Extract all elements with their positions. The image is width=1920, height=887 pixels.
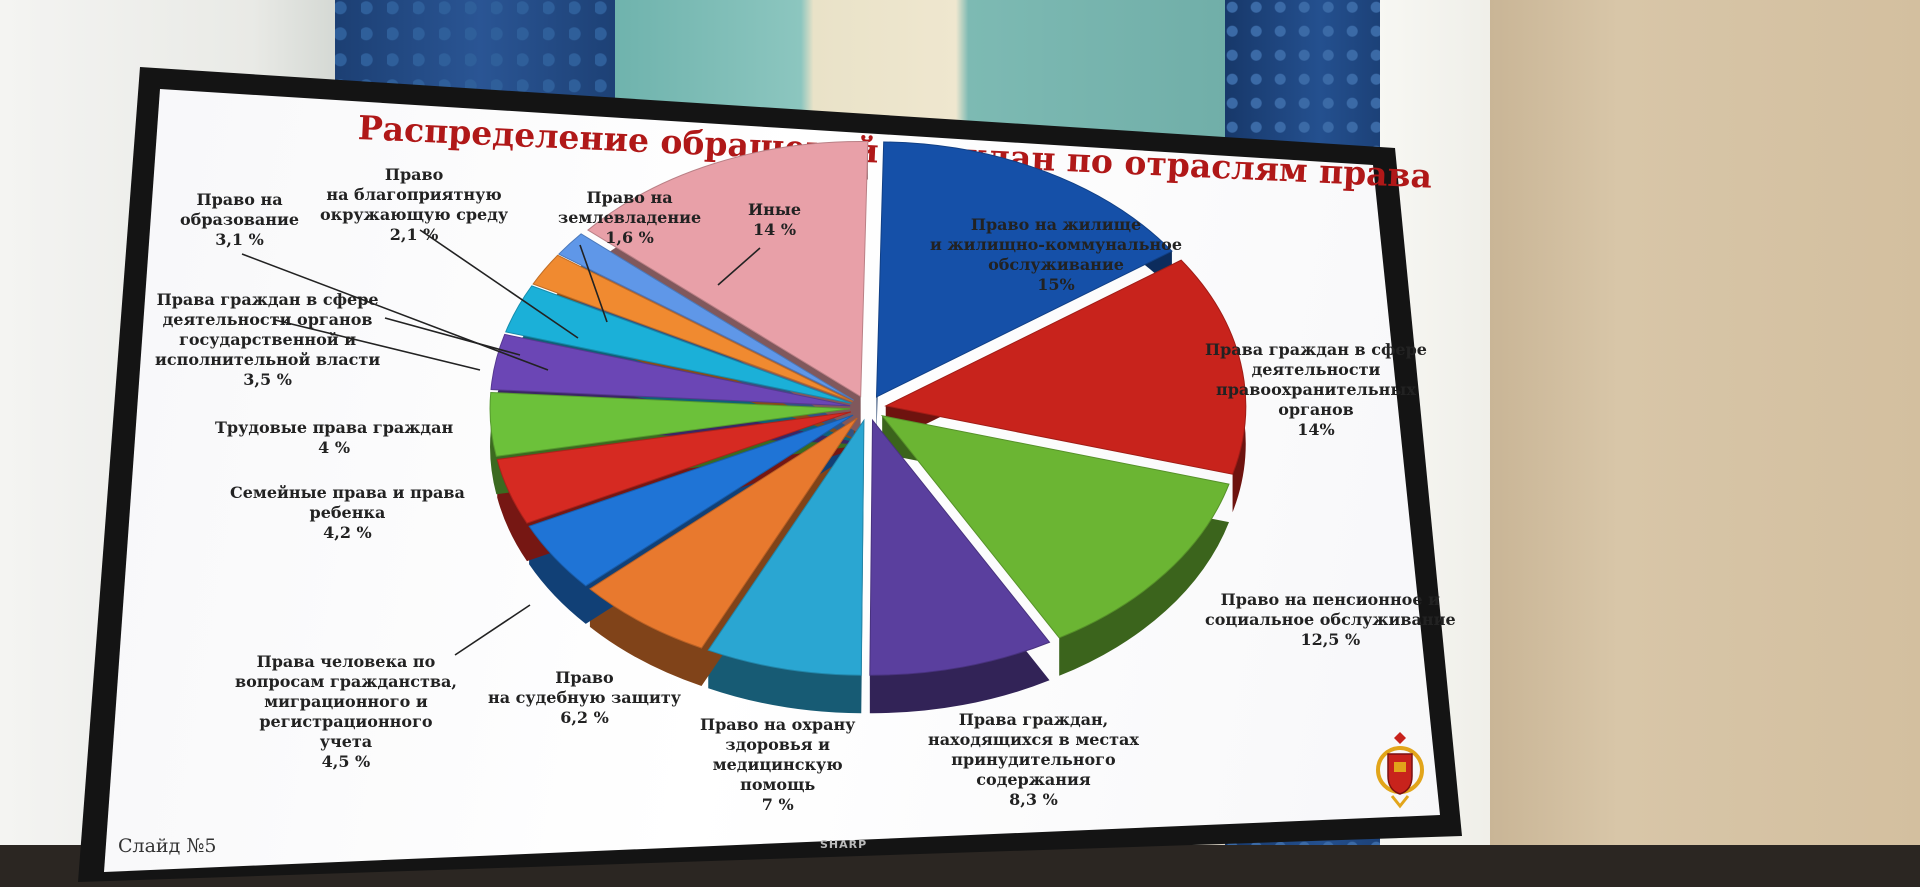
slice-label-family: Семейные права и права ребенка 4,2 % [230, 483, 465, 542]
pie-slice-other [587, 141, 869, 398]
slice-label-environment: Право на благоприятную окружающую среду 2,1… [320, 165, 509, 244]
slice-label-healthcare: Право на охрану здоровья и медицинскую помо… [700, 715, 856, 814]
slide-number: Слайд №5 [118, 835, 217, 857]
slice-label-land: Право на землевладение 1,6 % [558, 188, 702, 247]
leader-line-5 [717, 247, 761, 286]
pie-slice-education [505, 285, 852, 404]
leader-line-1 [274, 319, 481, 371]
slice-label-government: Права граждан в сфере деятельности органо… [155, 290, 381, 389]
slice-label-citizenship: Права человека по вопросам гражданства, ми… [235, 652, 457, 771]
pie-slice-pension [880, 415, 1230, 639]
pie-slice-land [558, 233, 855, 401]
pie-slice-housing [875, 141, 1173, 398]
pie-slice-judicial [589, 417, 858, 649]
pie-slice-environment [532, 254, 853, 402]
pie-slice-law-enforcement [884, 259, 1247, 475]
coat-of-arms-emblem [1376, 732, 1424, 809]
slice-label-pension: Право на пенсионное и социальное обслужив… [1205, 590, 1456, 649]
leader-line-6 [454, 604, 531, 656]
slice-label-law-enforcement: Права граждан в сфере деятельности правоох… [1205, 340, 1427, 439]
slice-label-judicial: Право на судебную защиту 6,2 % [488, 668, 681, 727]
pie-slice-side-healthcare [708, 420, 864, 714]
slice-label-other: Иные 14 % [748, 200, 802, 239]
slice-label-labor: Трудовые права граждан 4 % [215, 418, 454, 457]
pie-slice-family [496, 411, 852, 524]
leader-line-0 [384, 317, 521, 356]
pie-slice-government [490, 333, 851, 407]
slice-label-housing: Право на жилище и жилищно-коммунальное обс… [930, 215, 1182, 294]
pie-slice-labor [489, 391, 851, 457]
slice-label-education: Право на образование 3,1 % [180, 190, 300, 249]
leader-line-2 [241, 253, 549, 371]
slice-label-detention: Права граждан, находящихся в местах принуд… [928, 710, 1139, 809]
leader-line-4 [579, 244, 608, 323]
pie-slice-citizenship [528, 414, 854, 587]
pie-slice-detention [869, 418, 1051, 676]
leader-line-3 [419, 229, 579, 339]
pie-slice-healthcare [707, 418, 865, 676]
background-wall-right [1490, 0, 1920, 887]
tv-brand-label: SHARP [820, 838, 868, 851]
